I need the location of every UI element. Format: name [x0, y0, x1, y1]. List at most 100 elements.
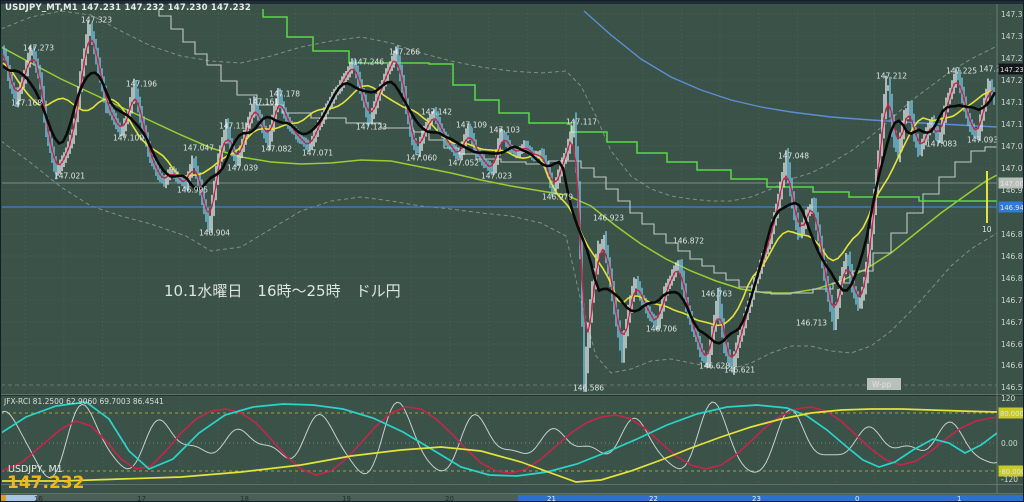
time-label-19: 19 — [342, 495, 351, 502]
time-axis[interactable]: 16 17 18 19 20 21 22 23 0 1 — [1, 493, 1023, 502]
svg-text:146.923: 146.923 — [593, 214, 624, 223]
svg-text:147.168: 147.168 — [11, 99, 42, 108]
window-top-edge — [1, 1, 1023, 4]
time-label-1: 1 — [957, 495, 962, 502]
svg-text:147.082: 147.082 — [261, 145, 292, 154]
svg-text:147.117: 147.117 — [566, 118, 597, 127]
svg-text:146.872: 146.872 — [673, 237, 704, 246]
svg-text:146.850: 146.850 — [1001, 252, 1024, 261]
black-ma — [2, 64, 997, 345]
time-label-21: 21 — [547, 495, 556, 502]
time-label-20: 20 — [445, 495, 454, 502]
svg-text:-80.0000: -80.0000 — [999, 468, 1024, 476]
svg-text:147.246: 147.246 — [353, 58, 384, 67]
svg-text:147.039: 147.039 — [227, 164, 258, 173]
svg-text:147.123: 147.123 — [356, 123, 387, 132]
svg-text:147.109: 147.109 — [456, 121, 487, 130]
chart-title-ohlc: USDJPY_MT,M1 147.231 147.232 147.230 147… — [5, 3, 252, 13]
time-label-23: 23 — [752, 495, 761, 502]
symbol-watermark: USDJPY, M1 — [8, 464, 63, 475]
svg-text:146.805: 146.805 — [1001, 274, 1024, 283]
svg-text:147.196: 147.196 — [126, 80, 157, 89]
svg-text:146.625: 146.625 — [1001, 361, 1024, 370]
scrollbar-thumb[interactable] — [518, 495, 1023, 501]
svg-text:W-pp: W-pp — [872, 380, 892, 389]
rci-crimson-line — [2, 406, 997, 476]
svg-text:147.047: 147.047 — [183, 144, 214, 153]
svg-text:147.273: 147.273 — [23, 44, 54, 53]
svg-text:147.255: 147.255 — [1001, 54, 1024, 63]
svg-text:147.2: 147.2 — [979, 65, 1001, 74]
svg-text:147.083: 147.083 — [926, 140, 957, 149]
svg-text:147.052: 147.052 — [448, 159, 479, 168]
svg-text:146.985: 146.985 — [1001, 186, 1024, 195]
scrollbar-home-button[interactable] — [1, 495, 6, 501]
vertical-marker-label: 10 — [982, 225, 992, 234]
svg-text:146.995: 146.995 — [177, 186, 208, 195]
wpp-label-box — [867, 378, 901, 390]
rci-fast-line — [2, 401, 997, 479]
svg-text:146.713: 146.713 — [796, 319, 827, 328]
svg-text:147.161: 147.161 — [248, 98, 279, 107]
svg-text:147.225: 147.225 — [946, 67, 977, 76]
svg-text:147.075: 147.075 — [1001, 142, 1024, 151]
rci-yellow-line — [2, 408, 997, 483]
svg-text:146.715: 146.715 — [1001, 318, 1024, 327]
svg-text:146.945: 146.945 — [1000, 204, 1024, 212]
svg-text:146.979: 146.979 — [542, 193, 573, 202]
svg-text:147.000: 147.000 — [1000, 180, 1024, 188]
time-label-18: 18 — [240, 495, 249, 502]
svg-text:147.100: 147.100 — [113, 134, 144, 143]
price-axis: 147.345 147.300 147.255 147.210 147.165 147.1… — [998, 10, 1024, 392]
svg-text:147.212: 147.212 — [876, 72, 907, 81]
svg-text:147.266: 147.266 — [389, 48, 420, 57]
svg-text:0.00: 0.00 — [1001, 439, 1018, 448]
indicator-values-label: JFX-RCI 81.2500 62.9060 69.7003 86.4541 — [4, 397, 164, 406]
svg-text:147.071: 147.071 — [302, 149, 333, 158]
svg-text:147.142: 147.142 — [421, 108, 452, 117]
svg-text:146.621: 146.621 — [724, 366, 755, 375]
svg-text:147.114: 147.114 — [219, 122, 250, 131]
svg-text:147.210: 147.210 — [1001, 76, 1024, 85]
svg-text:146.580: 146.580 — [1001, 383, 1024, 392]
svg-text:147.300: 147.300 — [1001, 32, 1024, 41]
svg-text:147.232: 147.232 — [1000, 66, 1024, 74]
svg-text:147.165: 147.165 — [1001, 98, 1024, 107]
svg-text:146.670: 146.670 — [1001, 340, 1024, 349]
bollinger-upper — [2, 10, 997, 202]
scrollbar-left-segment[interactable] — [6, 495, 37, 501]
svg-text:146.706: 146.706 — [646, 325, 677, 334]
svg-text:147.093: 147.093 — [967, 136, 998, 145]
svg-text:80.0000: 80.0000 — [1000, 410, 1024, 418]
svg-text:147.323: 147.323 — [81, 16, 112, 25]
time-label-16: 16 — [34, 495, 43, 502]
swing-price-labels: 147.168 147.273 147.323 147.196 147.100 147.0… — [11, 16, 1001, 393]
htf-blue-ma — [583, 10, 997, 128]
price-watermark: 147.232 — [7, 473, 85, 493]
time-label-22: 22 — [649, 495, 658, 502]
svg-text:-120: -120 — [1001, 475, 1018, 484]
svg-text:147.345: 147.345 — [1001, 10, 1024, 19]
svg-text:147.103: 147.103 — [489, 126, 520, 135]
rci-axis: 120 0.00 -120 80.0000 -80.0000 — [998, 394, 1024, 484]
svg-text:146.904: 146.904 — [199, 229, 230, 238]
price-panel: 10 — [2, 9, 997, 392]
svg-text:147.060: 147.060 — [406, 154, 437, 163]
svg-text:146.763: 146.763 — [701, 290, 732, 299]
svg-text:120: 120 — [1001, 394, 1016, 403]
svg-text:147.023: 147.023 — [481, 172, 512, 181]
svg-text:147.030: 147.030 — [1001, 164, 1024, 173]
svg-text:147.120: 147.120 — [1001, 120, 1024, 129]
time-label-0: 0 — [855, 495, 860, 502]
time-label-17: 17 — [137, 495, 146, 502]
svg-text:146.628: 146.628 — [699, 362, 730, 371]
svg-text:147.021: 147.021 — [54, 172, 85, 181]
svg-text:146.586: 146.586 — [573, 384, 604, 393]
svg-text:146.760: 146.760 — [1001, 296, 1024, 305]
grid — [2, 9, 997, 484]
svg-text:147.048: 147.048 — [778, 152, 809, 161]
session-annotation: 10.1水曜日 16時～25時 ドル円 — [164, 282, 401, 300]
svg-text:147.178: 147.178 — [269, 90, 300, 99]
